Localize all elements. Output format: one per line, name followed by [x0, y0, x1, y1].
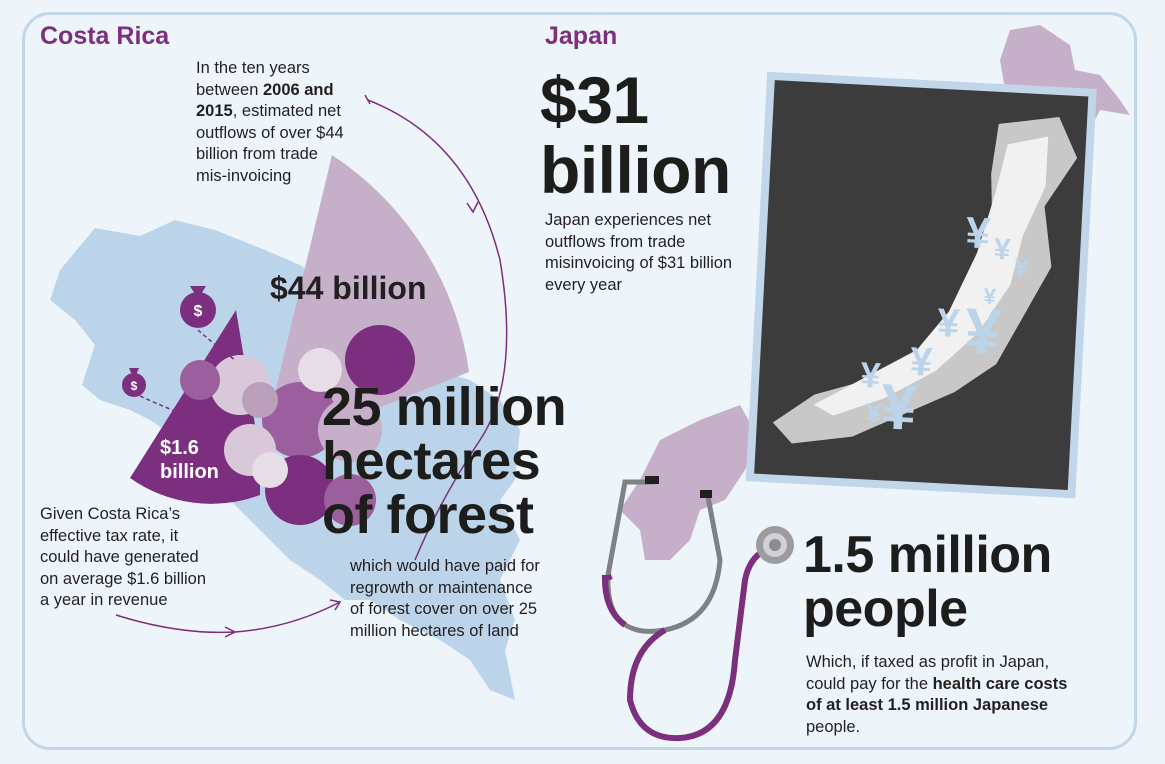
- japan-desc-2: outflows from trade: [545, 232, 686, 251]
- japan-description: Japan experiences net outflows from trad…: [545, 210, 755, 296]
- forest-headline: 25 million hectares of forest: [322, 377, 567, 545]
- japan-amount: $31 billion: [540, 65, 731, 205]
- tax-line-2: effective tax rate, it: [40, 526, 179, 545]
- health-line-3-bold: of at least 1.5 million Japanese: [806, 696, 1049, 714]
- japan-title: Japan: [545, 22, 618, 50]
- intro-line-2-pre: between: [196, 80, 263, 99]
- forest-cluster: [180, 325, 415, 526]
- japan-desc-4: every year: [545, 275, 623, 294]
- dashed-path: [139, 329, 236, 421]
- intro-line-2-bold: 2006 and: [262, 80, 334, 99]
- yen-symbol: ¥: [965, 208, 993, 258]
- japan-amount-line-1: $31: [540, 63, 649, 137]
- forest-line-1: 25 million: [322, 377, 567, 437]
- svg-text:¥: ¥: [909, 340, 934, 385]
- health-line-2-bold: health care costs: [932, 674, 1068, 693]
- tax-line-4: on average $1.6 billion: [40, 569, 207, 588]
- svg-text:¥: ¥: [879, 370, 919, 444]
- money-bag-icon-small: $: [122, 368, 146, 397]
- revenue-label-line-2: billion: [160, 461, 219, 483]
- forest-desc-4: million hectares of land: [350, 621, 519, 640]
- forest-description: which would have paid for regrowth or ma…: [350, 556, 580, 642]
- japan-desc-1: Japan experiences net: [545, 211, 712, 229]
- revenue-label: $1.6 billion: [160, 436, 219, 484]
- svg-text:¥: ¥: [963, 294, 1003, 368]
- japan-desc-3: misinvoicing of $31 billion: [545, 254, 733, 272]
- people-line-2: people: [803, 580, 968, 638]
- intro-line-3-post: , estimated net: [232, 102, 341, 120]
- tax-line-1: Given Costa Rica’s: [40, 505, 181, 523]
- costa-rica-intro: In the ten years between 2006 and 2015, …: [196, 58, 386, 187]
- health-line-4: people.: [806, 717, 861, 736]
- svg-text:¥: ¥: [1014, 254, 1029, 282]
- svg-text:$: $: [194, 303, 203, 320]
- arc-arrow-top: [367, 99, 508, 561]
- svg-text:¥: ¥: [865, 397, 883, 429]
- japan-photo-frame: ¥ ¥ ¥ ¥ ¥ ¥ ¥ ¥ ¥ ¥: [745, 71, 1097, 499]
- stethoscope-illustration: [601, 476, 794, 742]
- svg-text:¥: ¥: [993, 233, 1012, 267]
- svg-text:¥: ¥: [983, 283, 997, 309]
- intro-line-4: outflows of over $44: [196, 123, 344, 142]
- people-line-1: 1.5 million: [803, 526, 1052, 584]
- tax-line-3: could have generated: [40, 548, 199, 566]
- health-line-1: Which, if taxed as profit in Japan,: [806, 653, 1050, 671]
- tax-line-5: a year in revenue: [40, 591, 168, 609]
- svg-text:¥: ¥: [859, 354, 881, 396]
- forest-line-2: hectares: [322, 431, 541, 491]
- intro-line-1: In the ten years: [196, 59, 310, 77]
- health-line-2-pre: could pay for the: [806, 674, 933, 693]
- revenue-label-line-1: $1.6: [160, 437, 199, 459]
- intro-line-6: mis-invoicing: [196, 166, 292, 185]
- svg-text:$: $: [131, 379, 138, 393]
- intro-line-5: billion from trade: [196, 145, 318, 163]
- money-bag-icon-large: $: [180, 286, 216, 328]
- forest-desc-1: which would have paid for: [350, 557, 540, 575]
- forest-desc-3: of forest cover on over 25: [350, 600, 538, 618]
- intro-line-3-bold: 2015: [196, 102, 233, 120]
- svg-text:¥: ¥: [936, 301, 961, 346]
- people-headline: 1.5 million people: [803, 528, 1052, 636]
- japan-amount-line-2: billion: [540, 133, 731, 207]
- forest-desc-2: regrowth or maintenance: [350, 578, 533, 597]
- forest-line-3: of forest: [322, 485, 534, 545]
- health-care-text: Which, if taxed as profit in Japan, coul…: [806, 652, 1106, 738]
- japan-map-south: [620, 405, 760, 560]
- tax-revenue-text: Given Costa Rica’s effective tax rate, i…: [40, 504, 240, 612]
- costa-rica-title: Costa Rica: [40, 22, 170, 50]
- outflow-label: $44 billion: [270, 270, 427, 306]
